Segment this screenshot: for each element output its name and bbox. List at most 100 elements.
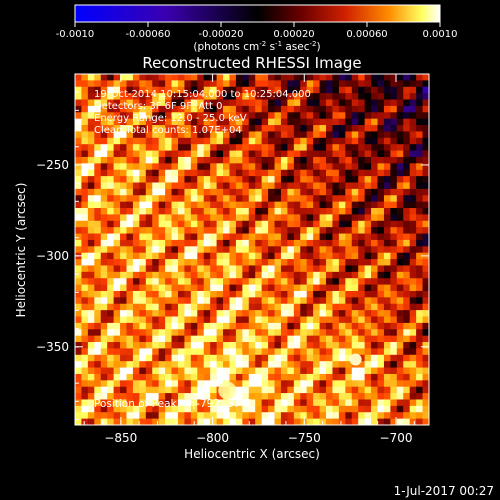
heatmap-cell xyxy=(280,220,288,228)
heatmap-cell xyxy=(177,195,185,203)
heatmap-cell xyxy=(300,361,308,368)
heatmap-cell xyxy=(113,399,121,407)
heatmap-cell xyxy=(171,169,179,177)
heatmap-cell xyxy=(210,265,217,273)
heatmap-cell xyxy=(390,310,398,317)
heatmap-cell xyxy=(210,137,217,145)
heatmap-cell xyxy=(223,201,230,209)
heatmap-cell xyxy=(396,74,404,81)
heatmap-cell xyxy=(306,399,314,407)
heatmap-cell xyxy=(383,386,391,394)
heatmap-cell xyxy=(203,131,211,139)
heatmap-cell xyxy=(87,93,95,100)
heatmap-cell xyxy=(390,105,398,113)
heatmap-cell xyxy=(409,137,417,145)
heatmap-cell xyxy=(145,246,153,254)
heatmap-cell xyxy=(171,112,179,120)
heatmap-cell xyxy=(383,380,391,388)
heatmap-cell xyxy=(120,399,127,407)
heatmap-cell xyxy=(75,99,82,107)
heatmap-cell xyxy=(75,393,82,400)
heatmap-cell xyxy=(223,271,230,279)
heatmap-cell xyxy=(319,208,327,215)
heatmap-cell xyxy=(126,137,134,145)
heatmap-cell xyxy=(100,118,108,126)
heatmap-cell xyxy=(293,150,301,158)
heatmap-cell xyxy=(132,348,140,356)
heatmap-cell xyxy=(338,354,346,362)
heatmap-cell xyxy=(165,74,172,81)
heatmap-cell xyxy=(306,278,314,285)
heatmap-cell xyxy=(396,150,404,158)
heatmap-cell xyxy=(261,99,269,107)
heatmap-cell xyxy=(300,176,308,183)
heatmap-cell xyxy=(274,361,282,368)
heatmap-cell xyxy=(338,150,346,158)
heatmap-cell xyxy=(287,176,295,183)
heatmap-cell xyxy=(300,220,308,228)
heatmap-cell xyxy=(197,144,205,151)
heatmap-cell xyxy=(139,239,147,247)
heatmap-cell xyxy=(319,367,327,375)
heatmap-cell xyxy=(313,348,320,356)
heatmap-cell xyxy=(177,278,185,285)
heatmap-cell xyxy=(100,297,108,305)
heatmap-cell xyxy=(203,310,211,317)
heatmap-cell xyxy=(371,259,378,266)
heatmap-cell xyxy=(409,373,417,381)
heatmap-cell xyxy=(300,271,308,279)
heatmap-cell xyxy=(190,348,198,356)
heatmap-cell xyxy=(261,201,269,209)
heatmap-cell xyxy=(351,118,359,126)
heatmap-cell xyxy=(364,150,372,158)
heatmap-cell xyxy=(229,201,237,209)
heatmap-cell xyxy=(139,297,147,305)
heatmap-cell xyxy=(126,74,134,81)
heatmap-cell xyxy=(81,373,89,381)
heatmap-cell xyxy=(190,246,198,254)
heatmap-cell xyxy=(422,176,429,183)
heatmap-cell xyxy=(107,156,115,164)
heatmap-cell xyxy=(358,380,366,388)
heatmap-cell xyxy=(120,99,127,107)
heatmap-cell xyxy=(248,252,256,260)
heatmap-cell xyxy=(293,405,301,413)
heatmap-cell xyxy=(287,239,295,247)
heatmap-cell xyxy=(100,74,108,81)
heatmap-cell xyxy=(120,329,127,337)
heatmap-cell xyxy=(184,393,192,400)
heatmap-cell xyxy=(300,86,308,94)
heatmap-cell xyxy=(416,259,423,266)
heatmap-cell xyxy=(132,201,140,209)
heatmap-cell xyxy=(409,342,417,349)
heatmap-cell xyxy=(120,208,127,215)
heatmap-cell xyxy=(235,412,243,420)
heatmap-cell xyxy=(293,348,301,356)
heatmap-cell xyxy=(416,99,423,107)
heatmap-cell xyxy=(364,405,372,413)
heatmap-cell xyxy=(293,399,301,407)
heatmap-cell xyxy=(390,354,398,362)
heatmap-cell xyxy=(184,220,192,228)
heatmap-cell xyxy=(313,290,320,298)
heatmap-cell xyxy=(216,208,224,215)
heatmap-cell xyxy=(390,386,398,394)
heatmap-cell xyxy=(280,195,288,203)
heatmap-cell xyxy=(107,310,115,317)
heatmap-cell xyxy=(383,118,391,126)
heatmap-cell xyxy=(326,214,333,222)
heatmap-cell xyxy=(229,169,237,177)
heatmap-cell xyxy=(94,86,102,94)
heatmap-cell xyxy=(383,252,391,260)
heatmap-cell xyxy=(120,373,127,381)
heatmap-cell xyxy=(332,310,340,317)
heatmap-cell xyxy=(145,322,153,330)
colorbar-ticks: -0.0010 -0.00060 -0.00020 0.00020 0.00060 0.0… xyxy=(56,22,458,40)
heatmap-cell xyxy=(351,233,359,241)
heatmap-cell xyxy=(332,176,340,183)
heatmap-cell xyxy=(300,303,308,311)
heatmap-cell xyxy=(422,188,429,196)
heatmap-cell xyxy=(165,208,172,215)
heatmap-cell xyxy=(210,271,217,279)
heatmap-cell xyxy=(139,329,147,337)
